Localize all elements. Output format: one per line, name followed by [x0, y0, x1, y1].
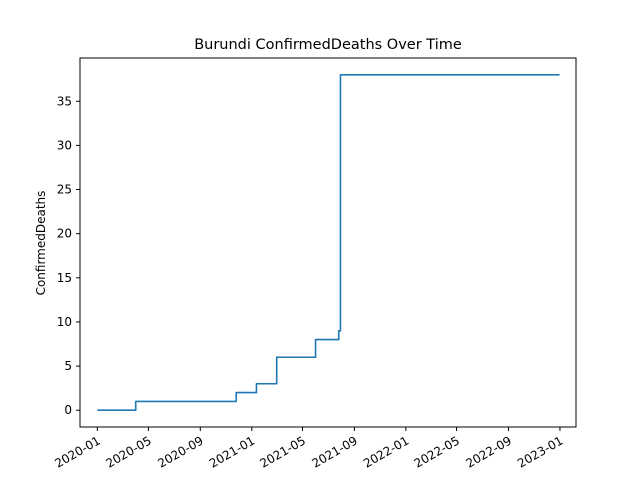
chart-title: Burundi ConfirmedDeaths Over Time [194, 37, 462, 53]
series-line [97, 73, 560, 412]
y-tick-label: 10 [57, 315, 72, 329]
y-tick-label: 15 [57, 271, 72, 285]
y-tick-label: 20 [57, 227, 72, 241]
y-tick-label: 0 [64, 403, 72, 417]
y-tick-label: 35 [57, 94, 72, 108]
y-axis-label: ConfirmedDeaths [34, 191, 48, 296]
y-tick-label: 30 [57, 138, 72, 152]
y-axis: 0 5 10 15 20 25 30 35 [57, 94, 80, 417]
plot-frame [79, 57, 577, 428]
y-tick-label: 25 [57, 183, 72, 197]
y-tick-label: 5 [64, 359, 72, 373]
